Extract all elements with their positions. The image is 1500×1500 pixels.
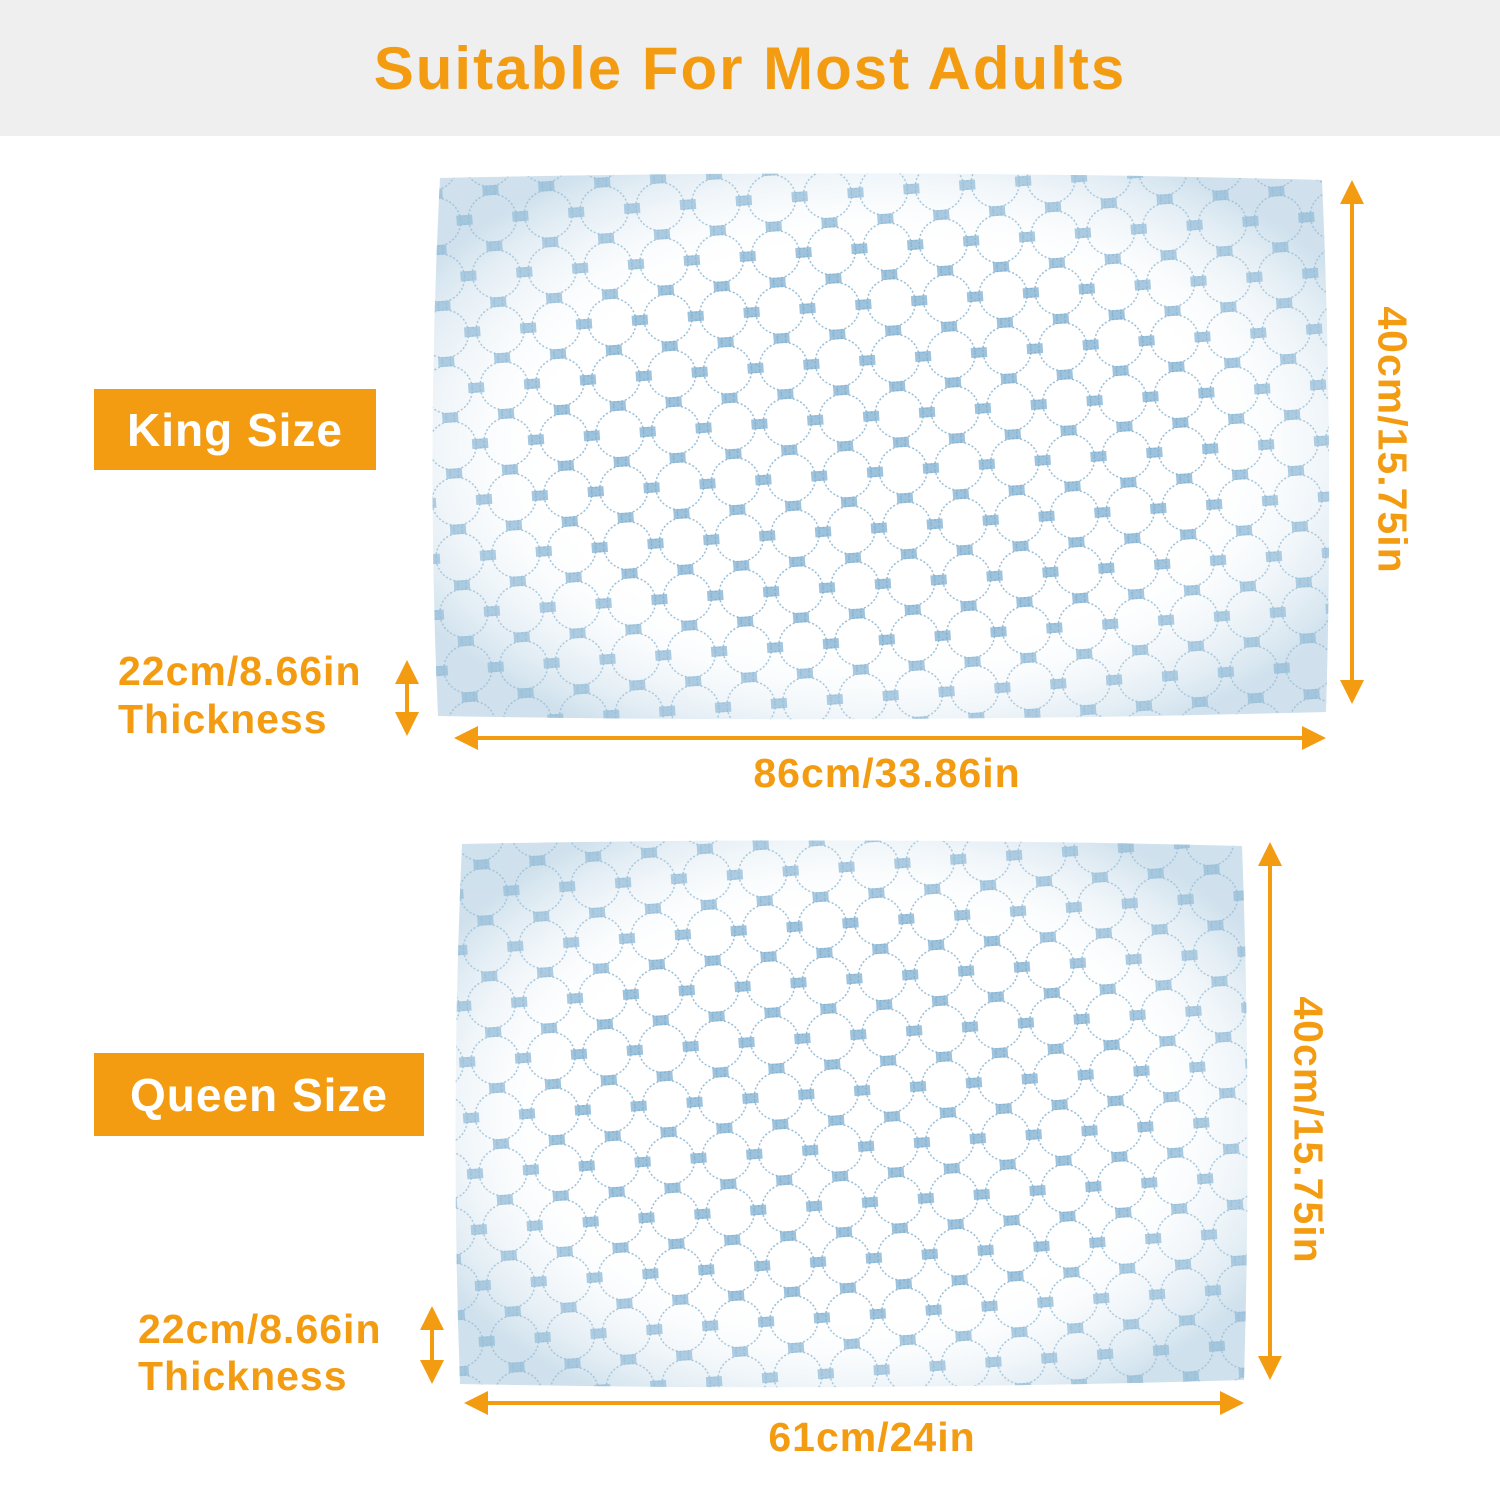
king-pillow-image: [432, 173, 1330, 720]
king-thickness-label: Thickness: [118, 696, 328, 742]
queen-size-label: Queen Size: [94, 1053, 424, 1136]
queen-thickness-value: 22cm/8.66in: [138, 1306, 382, 1352]
page-title: Suitable For Most Adults: [373, 35, 1127, 102]
queen-width-value: 61cm/24in: [768, 1414, 976, 1460]
king-height-value: 40cm/15.75in: [1369, 306, 1416, 574]
king-width-value: 86cm/33.86in: [753, 750, 1021, 796]
king-thickness-value: 22cm/8.66in: [118, 648, 362, 694]
queen-pillow-image: [455, 840, 1248, 1388]
king-size-label: King Size: [94, 389, 376, 470]
header-band: [0, 0, 1500, 136]
queen-thickness-label: Thickness: [138, 1353, 348, 1399]
queen-height-value: 40cm/15.75in: [1285, 996, 1332, 1264]
